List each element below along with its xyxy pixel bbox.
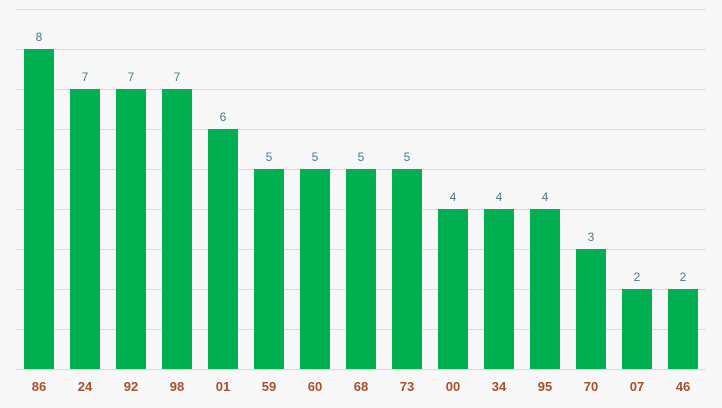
bar-70 <box>576 249 606 369</box>
category-label-86: 86 <box>32 379 46 394</box>
category-label-73: 73 <box>400 379 414 394</box>
value-label-95: 4 <box>542 190 549 204</box>
bar-07 <box>622 289 652 369</box>
value-label-24: 7 <box>82 70 89 84</box>
bar-59 <box>254 169 284 369</box>
category-label-01: 01 <box>216 379 230 394</box>
value-label-59: 5 <box>266 150 273 164</box>
category-label-59: 59 <box>262 379 276 394</box>
value-label-98: 7 <box>174 70 181 84</box>
bar-34 <box>484 209 514 369</box>
bar-01 <box>208 129 238 369</box>
bar-98 <box>162 89 192 369</box>
category-label-98: 98 <box>170 379 184 394</box>
value-label-60: 5 <box>312 150 319 164</box>
bar-92 <box>116 89 146 369</box>
category-label-95: 95 <box>538 379 552 394</box>
value-label-00: 4 <box>450 190 457 204</box>
bar-86 <box>24 49 54 369</box>
value-label-01: 6 <box>220 110 227 124</box>
bar-layer <box>24 49 698 369</box>
category-label-70: 70 <box>584 379 598 394</box>
value-label-layer: 8 7 7 7 6 5 5 5 5 4 4 4 3 2 2 <box>36 30 687 284</box>
category-label-00: 00 <box>446 379 460 394</box>
category-label-92: 92 <box>124 379 138 394</box>
category-label-60: 60 <box>308 379 322 394</box>
value-label-73: 5 <box>404 150 411 164</box>
bar-95 <box>530 209 560 369</box>
category-label-07: 07 <box>630 379 644 394</box>
category-label-34: 34 <box>492 379 507 394</box>
value-label-07: 2 <box>634 270 641 284</box>
category-label-46: 46 <box>676 379 690 394</box>
category-label-68: 68 <box>354 379 368 394</box>
value-label-70: 3 <box>588 230 595 244</box>
bar-60 <box>300 169 330 369</box>
value-label-34: 4 <box>496 190 503 204</box>
value-label-86: 8 <box>36 30 43 44</box>
bar-68 <box>346 169 376 369</box>
category-label-24: 24 <box>78 379 93 394</box>
bar-24 <box>70 89 100 369</box>
value-label-92: 7 <box>128 70 135 84</box>
bar-46 <box>668 289 698 369</box>
bar-00 <box>438 209 468 369</box>
category-label-layer: 86 24 92 98 01 59 60 68 73 00 34 95 70 07 46 <box>32 379 690 394</box>
bar-73 <box>392 169 422 369</box>
value-label-68: 5 <box>358 150 365 164</box>
value-label-46: 2 <box>680 270 687 284</box>
